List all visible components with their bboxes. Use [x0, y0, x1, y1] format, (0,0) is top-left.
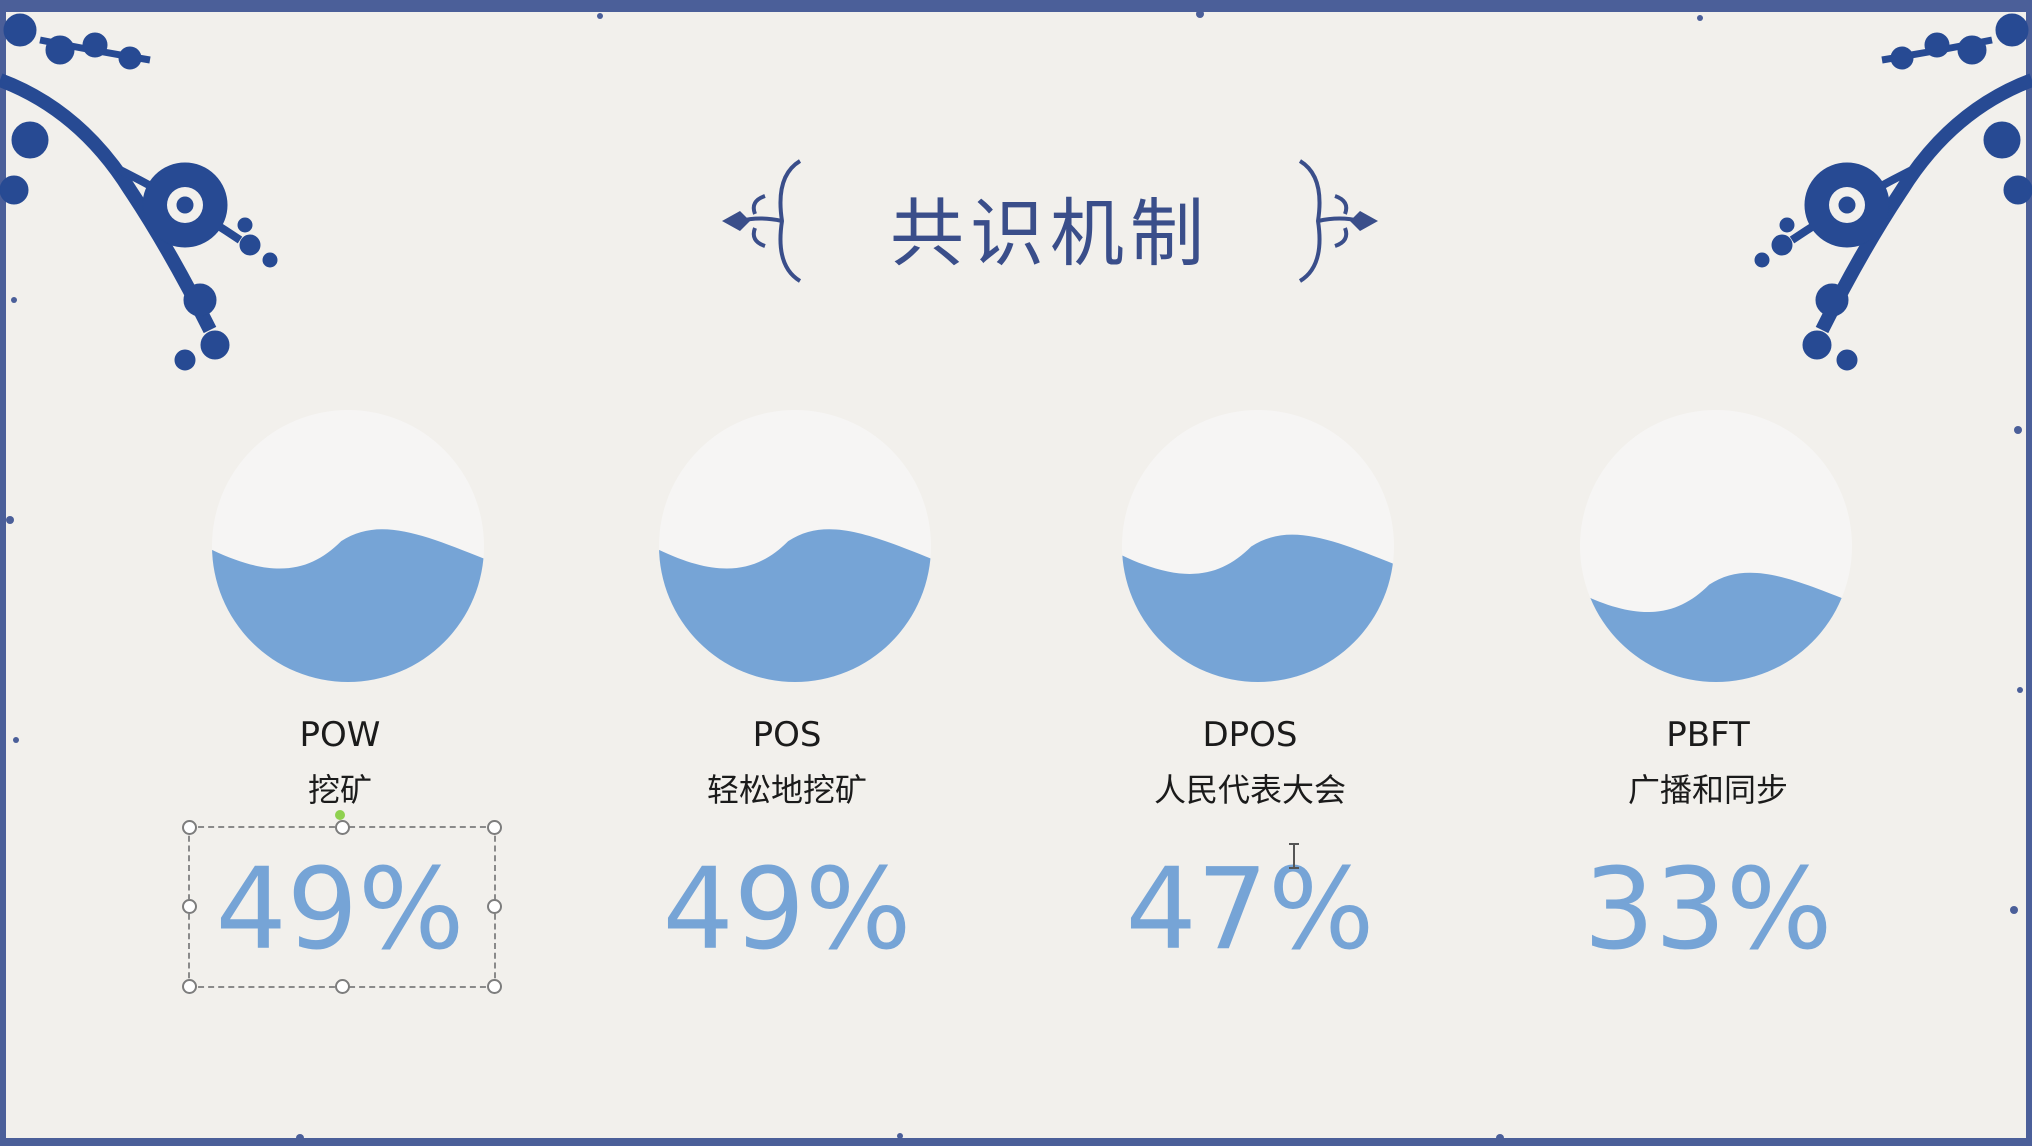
torn-border-top: [0, 0, 2032, 12]
blue-floral-branch-icon: [1754, 13, 2032, 371]
resize-handle-top-right[interactable]: [487, 820, 502, 835]
percent-value[interactable]: 33%: [1583, 845, 1833, 975]
torn-border-bottom: [0, 1138, 2032, 1146]
mechanism-card-pbft: PBFT 广播和同步 33%: [1558, 405, 1858, 1005]
mechanism-description[interactable]: 轻松地挖矿: [706, 771, 867, 809]
percent-value[interactable]: 49%: [215, 845, 465, 975]
text-box-selection-frame[interactable]: [182, 810, 502, 994]
resize-handle-right[interactable]: [487, 899, 502, 914]
text-cursor-icon: [1289, 843, 1299, 869]
wave-fill-gauge[interactable]: [659, 410, 931, 682]
gauge-wave-fill: [1122, 534, 1394, 682]
gauge-wave-fill: [659, 529, 931, 682]
mechanism-code[interactable]: DPOS: [1202, 715, 1298, 755]
percent-value[interactable]: 49%: [662, 845, 912, 975]
mechanism-code[interactable]: POW: [299, 715, 381, 755]
torn-border-left: [0, 0, 6, 1146]
gauge-wave-fill: [212, 529, 484, 682]
mechanism-description[interactable]: 挖矿: [307, 771, 372, 809]
resize-handle-top-left[interactable]: [182, 820, 197, 835]
resize-handle-bottom-left[interactable]: [182, 979, 197, 994]
resize-handle-bottom-right[interactable]: [487, 979, 502, 994]
ornate-scroll-icon: [722, 159, 802, 283]
torn-border-right: [2026, 0, 2032, 1146]
wave-fill-gauge[interactable]: [1580, 410, 1852, 682]
mechanism-card-pos: POS 轻松地挖矿 49%: [637, 405, 937, 1005]
mechanism-code[interactable]: PBFT: [1666, 715, 1750, 755]
page-title[interactable]: 共识机制: [890, 191, 1210, 277]
mechanism-description[interactable]: 广播和同步: [1627, 771, 1788, 809]
percent-value[interactable]: 47%: [1125, 845, 1375, 975]
mechanism-code[interactable]: POS: [752, 715, 822, 755]
wave-fill-gauge[interactable]: [1122, 410, 1394, 682]
blue-floral-branch-icon: [0, 13, 278, 371]
resize-handle-bottom[interactable]: [335, 979, 350, 994]
mechanism-card-dpos: DPOS 人民代表大会 47%: [1100, 405, 1400, 1005]
rotate-handle[interactable]: [335, 810, 345, 820]
mechanism-card-pow: POW 挖矿 49%: [190, 405, 490, 1005]
mechanism-description[interactable]: 人民代表大会: [1153, 771, 1346, 809]
slide-title-group: 共识机制: [720, 150, 1380, 290]
ornate-scroll-icon: [1298, 159, 1378, 283]
wave-fill-gauge[interactable]: [212, 410, 484, 682]
resize-handle-left[interactable]: [182, 899, 197, 914]
resize-handle-top[interactable]: [335, 820, 350, 835]
